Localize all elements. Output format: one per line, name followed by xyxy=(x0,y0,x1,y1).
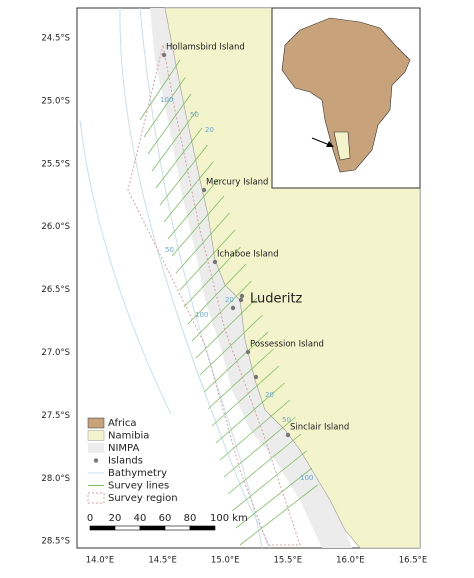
survey-line xyxy=(167,178,219,240)
legend-label: Survey lines xyxy=(108,481,169,492)
survey-line xyxy=(223,416,296,478)
island xyxy=(253,374,259,380)
survey-line xyxy=(199,314,263,376)
bathymetry-label: 100 xyxy=(300,474,313,482)
island-label: Sinclair Island xyxy=(290,423,349,433)
lon-tick-label: 14.0°E xyxy=(86,556,115,566)
lon-tick-label: 16.5°E xyxy=(399,556,428,566)
lon-tick-label: 15.5°E xyxy=(274,556,303,566)
lat-tick-label: 24.5°S xyxy=(41,34,70,44)
survey-line xyxy=(239,484,318,546)
legend-box xyxy=(80,414,208,508)
survey-line xyxy=(227,433,302,495)
scale-segment xyxy=(189,525,216,531)
island xyxy=(238,297,244,303)
legend-swatch xyxy=(87,430,105,441)
lat-tick-label: 28.5°S xyxy=(41,537,70,547)
lat-tick-label: 25.5°S xyxy=(41,159,70,169)
scale-label: 20 xyxy=(109,513,122,524)
island xyxy=(230,305,236,311)
island-label: Ichaboe Island xyxy=(217,250,279,260)
legend-swatch xyxy=(87,492,105,504)
lat-tick-label: 26.5°S xyxy=(41,285,70,295)
survey-line xyxy=(179,229,236,291)
bathymetry xyxy=(119,7,271,549)
island-label: Possession Island xyxy=(250,340,324,350)
scale-segment xyxy=(164,525,191,531)
bathymetry-label: 50 xyxy=(282,416,291,424)
bathymetry-label: 50 xyxy=(165,246,174,254)
island xyxy=(285,432,291,438)
lat-tick-label: 27.5°S xyxy=(41,411,70,421)
survey-line xyxy=(235,467,313,529)
survey-region xyxy=(127,44,301,546)
survey-line xyxy=(155,127,203,189)
bathymetry-label: 100 xyxy=(195,311,208,319)
survey-lines xyxy=(139,59,318,546)
survey-line xyxy=(163,161,214,223)
island xyxy=(245,349,251,355)
bathymetry-label: 20 xyxy=(205,126,214,134)
scale-label: 100 km xyxy=(210,513,248,524)
scale-label: 60 xyxy=(159,513,172,524)
survey-line xyxy=(183,246,241,308)
arrow-head xyxy=(326,141,334,147)
survey-line xyxy=(215,382,285,444)
lat-tick-label: 27.0°S xyxy=(41,348,70,358)
lat-tick-label: 28.0°S xyxy=(41,474,70,484)
bathymetry-label: 20 xyxy=(225,296,234,304)
survey-line xyxy=(159,144,208,206)
survey-line xyxy=(219,399,291,461)
island xyxy=(161,52,167,58)
island xyxy=(212,259,218,265)
scale-segment xyxy=(139,525,166,531)
legend-label: NIMPA xyxy=(108,443,139,454)
bathymetry xyxy=(139,7,263,549)
island xyxy=(239,293,245,299)
lat-tick-label: 25.0°S xyxy=(41,96,70,106)
lon-tick-label: 14.5°E xyxy=(148,556,177,566)
scale-segment xyxy=(114,525,141,531)
nimpa xyxy=(150,8,352,548)
scale-label: 80 xyxy=(184,513,197,524)
lat-tick-label: 26.0°S xyxy=(41,222,70,232)
bathymetry-label: 50 xyxy=(190,111,199,119)
scale-label: 0 xyxy=(87,513,93,524)
survey-line xyxy=(207,348,274,410)
legend-swatch xyxy=(87,417,105,429)
legend-label: Islands xyxy=(108,456,143,467)
lon-tick-label: 15.0°E xyxy=(211,556,240,566)
survey-line xyxy=(147,93,192,155)
survey-line xyxy=(203,331,269,393)
legend-swatch xyxy=(88,443,104,453)
legend-label: Bathymetry xyxy=(108,468,167,479)
legend-label: Namibia xyxy=(108,431,149,442)
survey-line xyxy=(191,280,252,342)
survey-line xyxy=(139,59,181,121)
scale-segment xyxy=(89,525,116,531)
bathymetry-label: 100 xyxy=(160,96,173,104)
namibia-inset xyxy=(333,131,351,161)
island-label: Mercury Island xyxy=(206,178,268,188)
scale-label: 40 xyxy=(134,513,147,524)
town-label: Luderitz xyxy=(250,292,303,307)
legend-label: Survey region xyxy=(108,493,178,504)
legend-swatch xyxy=(93,458,99,463)
lon-tick-label: 16.0°E xyxy=(336,556,365,566)
legend-label: Africa xyxy=(108,418,137,429)
survey-line xyxy=(187,263,247,325)
survey-line xyxy=(211,365,280,427)
survey-line xyxy=(231,450,307,512)
island xyxy=(201,187,207,193)
bathymetry-label: 20 xyxy=(265,391,274,399)
survey-line xyxy=(143,76,186,138)
island-label: Hollamsbird Island xyxy=(166,43,245,53)
survey-line xyxy=(151,110,197,172)
survey-line xyxy=(171,195,225,257)
africa xyxy=(281,17,411,173)
